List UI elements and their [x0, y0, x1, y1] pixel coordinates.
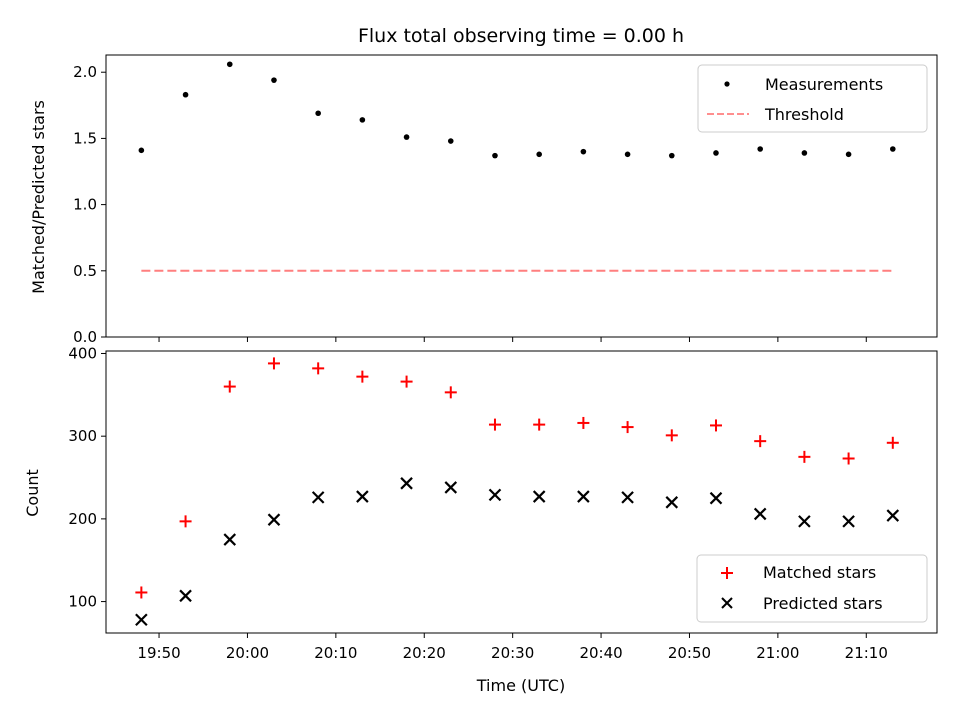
matched-star-point	[267, 357, 280, 370]
bottom-y-tick-label: 200	[68, 510, 97, 528]
measurement-point	[447, 138, 454, 144]
top-axes-frame	[105, 54, 938, 338]
matched-star-point	[400, 375, 413, 388]
predicted-star-point	[842, 515, 855, 528]
measurement-point	[624, 151, 631, 158]
x-tick-label: 19:50	[137, 644, 180, 662]
x-tick-label: 20:00	[226, 644, 269, 662]
predicted-star-point	[753, 507, 767, 521]
bottom-y-ticks: 100 200 300 400	[68, 344, 106, 611]
matched-star-point	[621, 421, 634, 434]
measurement-point	[845, 151, 852, 158]
matched-star-point	[754, 435, 767, 448]
measurement-point	[801, 150, 808, 156]
predicted-star-point	[665, 496, 679, 509]
measurement-point	[359, 117, 366, 123]
top-x-ticks	[158, 337, 867, 342]
predicted-star-point	[577, 490, 590, 503]
legend-predicted-label: Predicted stars	[763, 594, 883, 613]
predicted-star-point	[709, 491, 723, 505]
x-tick-label: 20:20	[403, 644, 446, 662]
x-tick-label: 20:30	[491, 644, 534, 662]
matched-star-point	[709, 419, 722, 432]
top-y-tick-label: 2.0	[73, 63, 97, 81]
predicted-star-point	[886, 509, 900, 522]
bottom-plot-marks	[135, 357, 900, 627]
matched-star-point	[488, 418, 501, 431]
predicted-star-point	[532, 490, 546, 503]
legend-predicted-marker	[721, 597, 733, 609]
top-y-tick-label: 1.0	[73, 196, 97, 214]
top-plot-marks	[138, 61, 896, 272]
matched-star-point	[356, 370, 369, 383]
measurement-point	[182, 91, 189, 98]
bottom-axes-frame	[105, 350, 938, 634]
matched-star-point	[842, 452, 855, 465]
matched-star-point	[444, 386, 457, 399]
predicted-star-point	[356, 490, 369, 503]
chart-title: Flux total observing time = 0.00 h	[358, 25, 684, 47]
bottom-panel: Count 100 200 300 400 19:50 20:00 20:10 20:20 2…	[23, 344, 938, 662]
measurement-point	[580, 148, 587, 155]
x-tick-label: 20:40	[579, 644, 622, 662]
matched-star-point	[179, 515, 192, 528]
predicted-star-point	[311, 491, 325, 504]
bottom-legend: Matched stars Predicted stars	[696, 554, 928, 623]
measurement-point	[138, 147, 145, 154]
matched-star-point	[798, 450, 811, 463]
bottom-legend-box	[696, 554, 928, 623]
top-y-axis-label: Matched/Predicted stars	[29, 100, 48, 294]
bottom-y-tick-label: 100	[68, 593, 97, 611]
top-panel: Matched/Predicted stars 0.00.51.01.52.0 …	[29, 54, 938, 346]
x-tick-label: 21:00	[756, 644, 799, 662]
x-axis-label: Time (UTC)	[476, 676, 565, 695]
measurement-point	[226, 61, 233, 68]
bottom-y-axis-label: Count	[23, 469, 42, 517]
matched-star-point	[665, 429, 678, 442]
bottom-y-tick-label: 400	[68, 344, 97, 362]
predicted-star-point	[798, 515, 811, 528]
legend-matched-marker	[721, 567, 733, 579]
top-y-ticks: 0.0 0.5 1.0 1.5 2.0	[73, 63, 106, 346]
predicted-star-point	[400, 477, 413, 490]
predicted-star-point	[488, 488, 502, 502]
legend-matched-label: Matched stars	[763, 563, 876, 582]
bottom-y-tick-label: 300	[68, 427, 97, 445]
measurement-point	[492, 152, 498, 159]
top-y-tick-label: 1.5	[73, 129, 97, 147]
matched-star-point	[223, 380, 236, 393]
measurement-point	[536, 151, 542, 158]
measurement-point	[757, 146, 763, 152]
predicted-star-point	[223, 533, 237, 546]
legend-threshold-label: Threshold	[764, 105, 844, 124]
predicted-star-point	[621, 491, 634, 504]
x-tick-label: 20:50	[668, 644, 711, 662]
matched-star-point	[577, 416, 590, 429]
measurement-point	[315, 110, 321, 117]
matched-star-point	[135, 586, 148, 599]
matched-star-point	[886, 436, 899, 449]
measurement-point	[713, 150, 719, 156]
matched-star-point	[312, 362, 325, 375]
matched-star-point	[533, 418, 546, 431]
x-tick-label: 21:10	[845, 644, 888, 662]
top-legend: Measurements Threshold	[697, 64, 928, 133]
top-y-tick-label: 0.5	[73, 262, 97, 280]
bottom-x-ticks: 19:50 20:00 20:10 20:20 20:30 20:40 20:50 21:00…	[137, 633, 888, 662]
top-legend-box	[697, 64, 928, 133]
predicted-star-point	[135, 613, 148, 627]
legend-measurements-label: Measurements	[765, 75, 883, 94]
x-tick-label: 20:10	[314, 644, 357, 662]
measurement-point	[403, 134, 410, 140]
predicted-star-point	[179, 589, 192, 603]
predicted-star-point	[444, 481, 458, 494]
measurement-point	[271, 77, 277, 83]
top-y-tick-label: 0.0	[73, 328, 97, 346]
measurement-point	[668, 152, 675, 159]
predicted-star-point	[267, 513, 281, 526]
legend-measurements-marker	[724, 81, 730, 87]
measurement-point	[889, 146, 896, 152]
